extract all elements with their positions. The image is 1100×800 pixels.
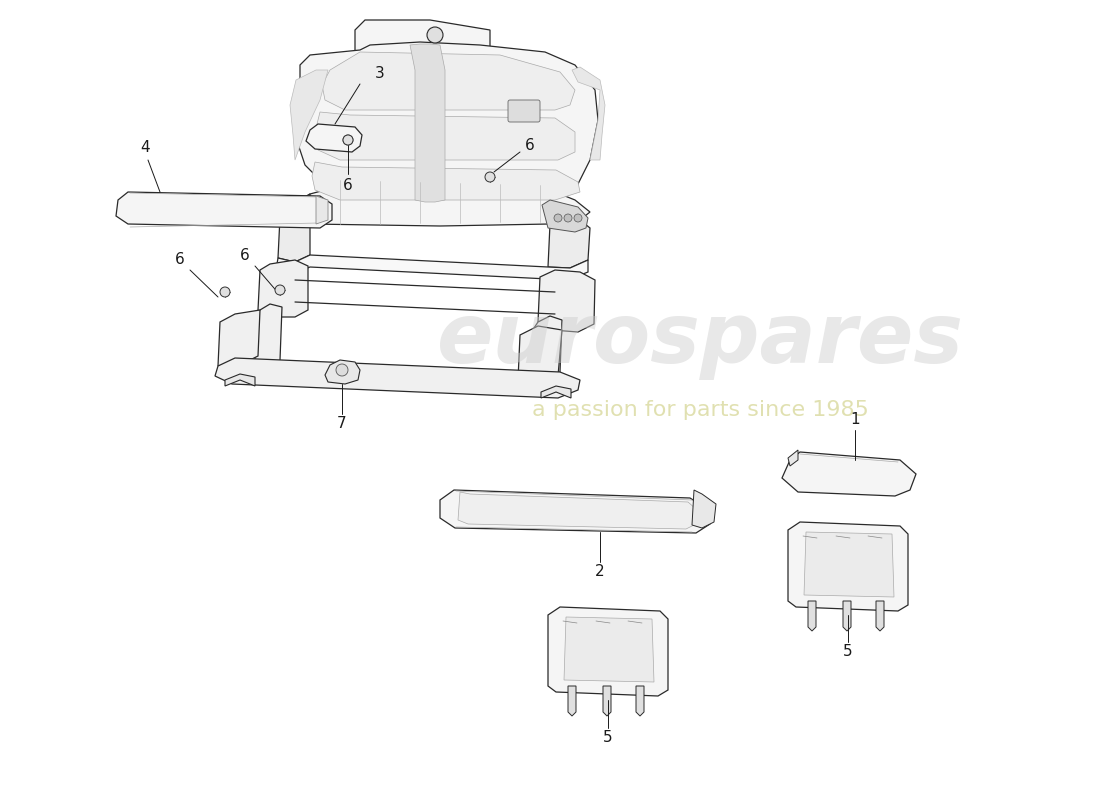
Circle shape: [343, 135, 353, 145]
Polygon shape: [636, 686, 644, 716]
Polygon shape: [782, 452, 916, 496]
Polygon shape: [355, 20, 490, 62]
Polygon shape: [603, 686, 611, 716]
Polygon shape: [324, 360, 360, 384]
Polygon shape: [548, 607, 668, 696]
Polygon shape: [542, 200, 588, 232]
Polygon shape: [564, 617, 654, 682]
Polygon shape: [788, 522, 908, 611]
Polygon shape: [410, 44, 446, 202]
Circle shape: [427, 27, 443, 43]
Polygon shape: [226, 374, 255, 386]
Text: 2: 2: [595, 565, 605, 579]
Text: 3: 3: [375, 66, 385, 82]
Polygon shape: [280, 178, 590, 226]
Polygon shape: [458, 492, 696, 529]
Circle shape: [485, 172, 495, 182]
Polygon shape: [278, 194, 310, 262]
Text: 4: 4: [140, 141, 150, 155]
Polygon shape: [548, 220, 590, 268]
Polygon shape: [440, 490, 710, 533]
Circle shape: [574, 214, 582, 222]
Circle shape: [343, 135, 353, 145]
Text: eurospares: eurospares: [437, 299, 964, 381]
Polygon shape: [290, 70, 328, 160]
Polygon shape: [258, 260, 308, 317]
Text: 6: 6: [343, 178, 353, 193]
Polygon shape: [541, 386, 571, 398]
Text: 1: 1: [850, 413, 860, 427]
Polygon shape: [322, 52, 575, 110]
Polygon shape: [316, 196, 328, 224]
Polygon shape: [214, 358, 580, 398]
Text: 6: 6: [240, 249, 250, 263]
Polygon shape: [808, 601, 816, 631]
Circle shape: [564, 214, 572, 222]
Polygon shape: [315, 112, 575, 160]
Text: a passion for parts since 1985: a passion for parts since 1985: [531, 400, 868, 420]
Text: 6: 6: [525, 138, 535, 153]
Polygon shape: [804, 532, 894, 597]
Polygon shape: [876, 601, 884, 631]
Polygon shape: [218, 310, 260, 366]
Polygon shape: [843, 601, 851, 631]
Polygon shape: [116, 192, 332, 228]
Text: 5: 5: [844, 645, 852, 659]
Polygon shape: [692, 490, 716, 528]
Polygon shape: [518, 326, 562, 384]
Text: 6: 6: [175, 253, 185, 267]
Polygon shape: [312, 162, 580, 200]
Polygon shape: [295, 42, 598, 203]
Polygon shape: [538, 270, 595, 332]
Polygon shape: [788, 450, 798, 466]
Circle shape: [336, 364, 348, 376]
Circle shape: [220, 287, 230, 297]
Polygon shape: [568, 686, 576, 716]
Circle shape: [275, 285, 285, 295]
Polygon shape: [306, 124, 362, 152]
Polygon shape: [255, 304, 282, 367]
Text: 5: 5: [603, 730, 613, 746]
Circle shape: [554, 214, 562, 222]
FancyBboxPatch shape: [508, 100, 540, 122]
Polygon shape: [276, 255, 588, 280]
Polygon shape: [534, 316, 562, 378]
Polygon shape: [572, 67, 605, 160]
Text: 7: 7: [338, 417, 346, 431]
